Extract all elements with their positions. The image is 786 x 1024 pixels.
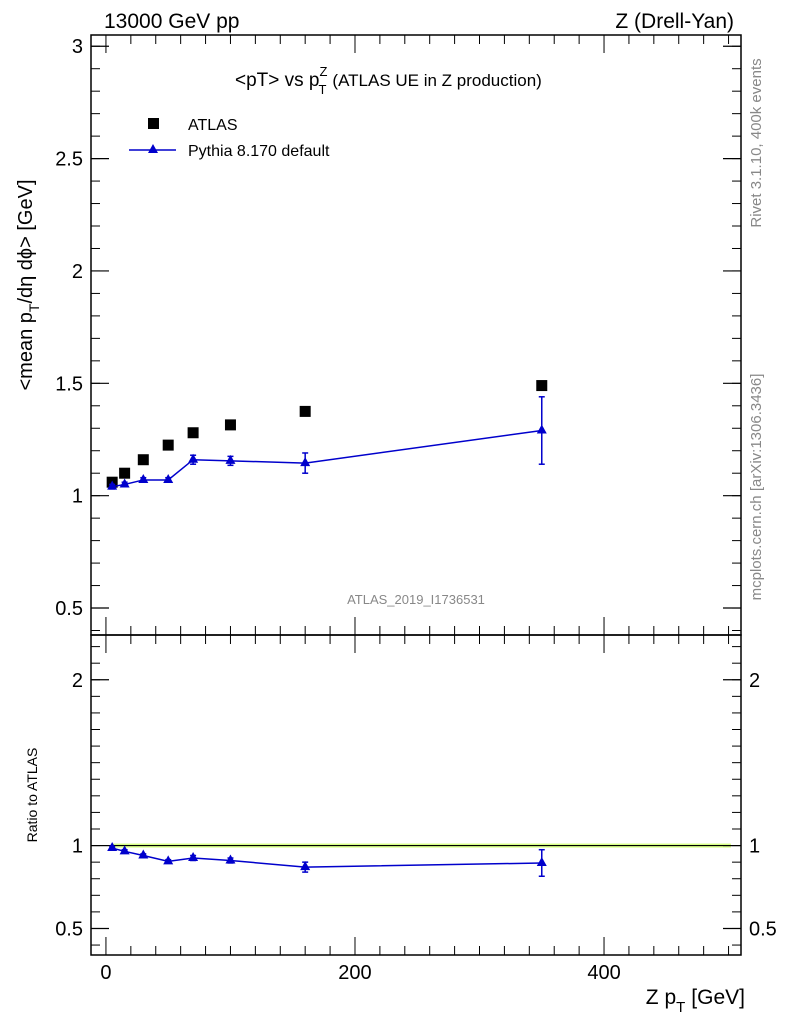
- header-left: 13000 GeV pp: [104, 10, 239, 33]
- main-y-tick-label: 1: [72, 486, 83, 508]
- title-rest: (ATLAS UE in Z production): [332, 71, 541, 90]
- ratio-data-point: [163, 855, 174, 865]
- main-y-axis-label: <mean pT/dη dϕ> [GeV]: [15, 179, 42, 390]
- legend-pythia-marker: [148, 144, 158, 153]
- ratio-axis-ticks: 0.5 0.5 1 1 2 2 0 200 400: [55, 635, 777, 984]
- pythia-data-point: [536, 424, 547, 434]
- ratio-data-point: [188, 852, 199, 862]
- main-y-tick-label: 2.5: [55, 149, 83, 171]
- title-main: <pT> vs p: [235, 70, 320, 91]
- pythia-data-point: [107, 480, 118, 490]
- pythia-data-point: [225, 454, 236, 464]
- atlas-data-point: [187, 427, 199, 439]
- x-axis-label: Z pT [GeV]: [646, 986, 745, 1016]
- main-y-tick-label: 1.5: [55, 373, 83, 395]
- title-sub: T: [318, 82, 326, 97]
- atlas-data-point: [299, 405, 311, 417]
- x-tick-label: 200: [338, 962, 371, 984]
- pythia-data-point: [138, 473, 149, 483]
- ratio-data-point: [536, 856, 547, 866]
- ratio-y-tick-label-right: 0.5: [749, 918, 777, 940]
- ratio-plot-frame: [90, 634, 742, 956]
- main-y-tick-label: 0.5: [55, 598, 83, 620]
- pythia-data-point: [119, 478, 130, 488]
- ratio-data-point: [138, 849, 149, 859]
- ratio-y-tick-label-right: 2: [749, 670, 760, 692]
- ratio-y-axis-label: Ratio to ATLAS: [24, 748, 40, 843]
- rivet-version-label: Rivet 3.1.10, 400k events: [748, 58, 765, 227]
- x-tick-label: 0: [100, 962, 111, 984]
- pythia-data-point: [300, 457, 311, 467]
- ratio-y-tick-label: 1: [72, 836, 83, 858]
- ratio-y-tick-label: 2: [72, 670, 83, 692]
- ratio-line: [111, 847, 542, 868]
- atlas-data-point: [536, 380, 548, 392]
- legend-pythia-label: Pythia 8.170 default: [188, 143, 330, 160]
- x-tick-label: 400: [587, 962, 620, 984]
- atlas-data-point: [119, 467, 131, 479]
- ratio-y-tick-label-right: 1: [749, 836, 760, 858]
- ratio-data-point: [225, 854, 236, 864]
- main-y-tick-label: 3: [72, 36, 83, 58]
- main-y-tick-label: 2: [72, 261, 83, 283]
- title-sup: Z: [320, 64, 328, 79]
- main-axis-ticks: 0.5 1 1.5 2 2.5 3: [55, 35, 741, 635]
- atlas-data-point: [224, 419, 236, 431]
- header-right: Z (Drell-Yan): [615, 10, 734, 33]
- legend-atlas-label: ATLAS: [188, 117, 238, 134]
- pythia-data-point: [163, 473, 174, 483]
- analysis-watermark: ATLAS_2019_I1736531: [347, 592, 485, 607]
- atlas-data-point: [162, 439, 174, 451]
- ratio-y-tick-label: 0.5: [55, 918, 83, 940]
- ratio-data-series: [107, 842, 547, 877]
- ratio-data-point: [300, 861, 311, 871]
- mcplots-reference-label: mcplots.cern.ch [arXiv:1306.3436]: [748, 374, 765, 601]
- ratio-data-point: [107, 842, 118, 852]
- legend-atlas-marker: [148, 118, 159, 129]
- pythia-line: [112, 429, 542, 488]
- pythia-data-point: [188, 453, 199, 463]
- main-title: <pT> vs pZ T (ATLAS UE in Z production): [235, 64, 542, 97]
- atlas-data-point: [137, 454, 149, 466]
- legend: ATLAS Pythia 8.170 default: [129, 117, 330, 160]
- main-data-series: [106, 380, 548, 490]
- ratio-data-point: [119, 845, 130, 855]
